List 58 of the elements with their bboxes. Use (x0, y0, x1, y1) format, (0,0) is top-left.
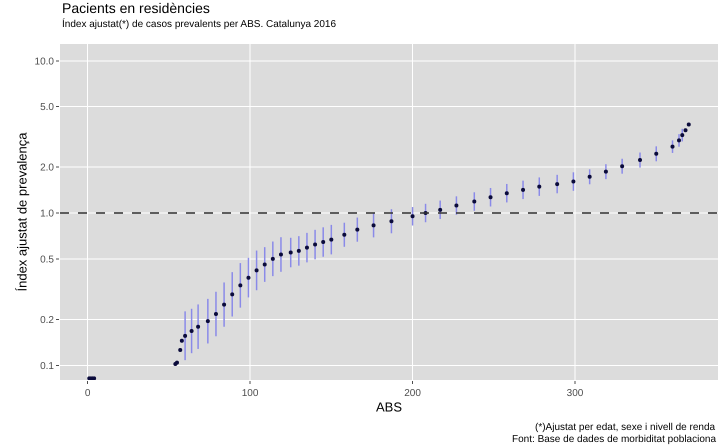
point (654, 152, 658, 156)
text: (*)Ajustat per edat, sexe i nivell de renda (535, 422, 716, 433)
point (262, 262, 267, 267)
point (372, 223, 376, 228)
point (571, 180, 576, 184)
point (190, 328, 194, 333)
point (680, 133, 684, 138)
point (183, 334, 188, 338)
point (246, 276, 250, 280)
y-tick-label: 2.0 (40, 162, 54, 174)
point (230, 292, 234, 296)
point (254, 268, 259, 272)
text: Font: Base de dades de morbiditat poblaciona (512, 434, 716, 445)
point (313, 242, 318, 247)
x-axis-title: ABS (376, 400, 402, 415)
y-tick-label: 10.0 (34, 56, 54, 68)
point (355, 228, 360, 232)
y-tick-label: 1.0 (40, 208, 54, 220)
point (288, 250, 293, 255)
point (472, 200, 476, 204)
point (638, 158, 642, 162)
point (206, 319, 210, 324)
point (454, 204, 458, 208)
point (537, 184, 542, 189)
x-tick-label: 100 (242, 388, 259, 399)
x-tick-label: 300 (566, 388, 584, 399)
point (222, 302, 226, 307)
point (321, 240, 326, 244)
chart-title: Pacients en residències (62, 0, 210, 16)
point (620, 164, 624, 168)
point (214, 312, 218, 316)
point (588, 174, 592, 179)
point (488, 195, 493, 200)
point (238, 283, 242, 288)
point (296, 248, 301, 253)
point (389, 219, 394, 224)
point (342, 232, 346, 237)
point (670, 144, 675, 149)
point (555, 182, 560, 186)
point (504, 191, 509, 196)
point (410, 214, 415, 218)
chart-subtitle: Índex ajustat(*) de casos prevalents per ABS. Catalunya 2016 (62, 18, 336, 30)
y-tick-label: 5.0 (40, 102, 54, 114)
point (604, 170, 608, 174)
x-tick-label: 200 (404, 388, 422, 399)
point (438, 208, 442, 212)
point (677, 138, 682, 142)
y-tick-label: 0.1 (40, 360, 54, 372)
y-axis-title: Índex ajustat de prevalença (14, 132, 30, 292)
point (270, 256, 275, 261)
point (278, 252, 283, 257)
point (304, 246, 309, 250)
point (196, 324, 200, 329)
y-tick-label: 0.2 (40, 314, 54, 326)
y-tick-label: 0.5 (40, 254, 54, 266)
point (521, 188, 526, 192)
point (329, 238, 334, 242)
x-tick-label: 0 (84, 388, 91, 399)
